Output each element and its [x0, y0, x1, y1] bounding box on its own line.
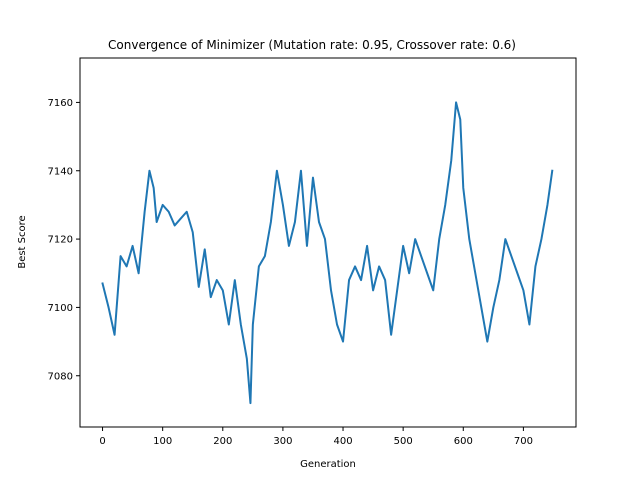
x-tick-label: 200	[213, 436, 232, 447]
y-tick-label: 7100	[48, 303, 73, 314]
axes-frame	[79, 57, 577, 428]
y-tick-label: 7140	[48, 166, 73, 177]
y-tick-label: 7160	[48, 98, 73, 109]
y-tick-label: 7120	[48, 235, 73, 246]
x-tick-label: 700	[514, 436, 533, 447]
x-axis-title: Generation	[300, 459, 356, 470]
series-line-0	[101, 101, 554, 405]
axes: 0 100 200 300 400 500 600 700 7080 7100 7120 7140 71…	[48, 57, 577, 447]
chart-title: Convergence of Minimizer (Mutation rate:…	[108, 38, 516, 52]
x-tick-label: 300	[273, 436, 292, 447]
x-tick-label: 0	[99, 436, 105, 447]
y-tick-label: 7080	[48, 371, 73, 382]
x-tick-label: 100	[153, 436, 172, 447]
y-axis-title: Best Score	[17, 215, 28, 268]
x-tick-label: 400	[333, 436, 352, 447]
x-tick-label: 500	[394, 436, 413, 447]
plot-area	[101, 101, 554, 405]
x-tick-label: 600	[454, 436, 473, 447]
